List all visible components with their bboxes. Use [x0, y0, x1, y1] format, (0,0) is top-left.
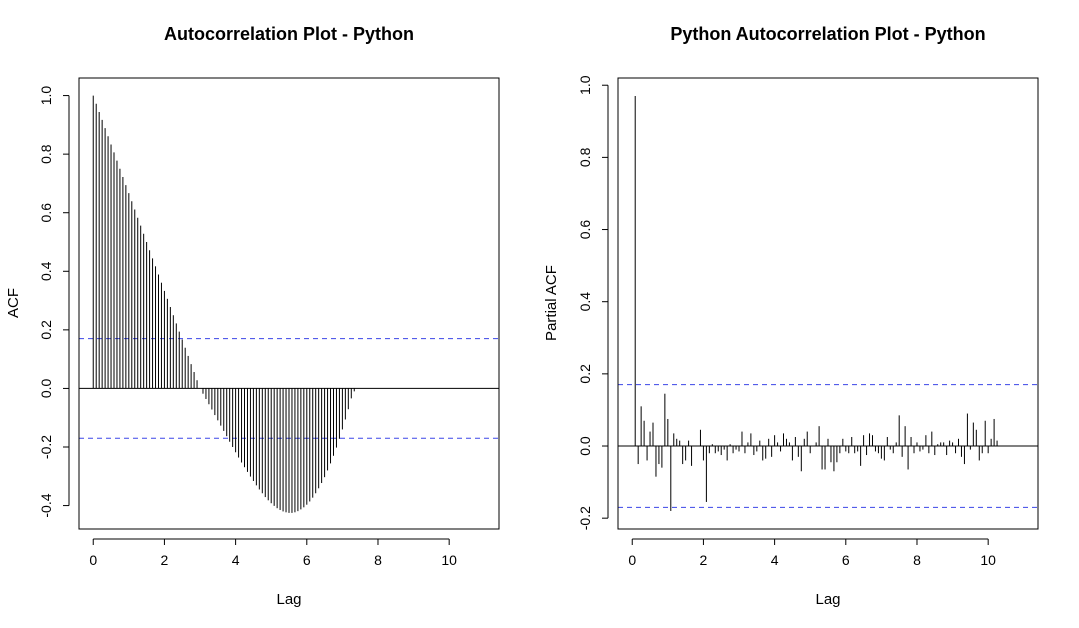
y-tick-label: -0.2: [577, 506, 593, 530]
x-tick-label: 4: [232, 552, 240, 568]
y-axis: -0.4 -0.2 0.0 0.2 0.4 0.6 0.8 1.0: [38, 86, 70, 518]
y-axis-label: Partial ACF: [543, 265, 560, 341]
plot-frame: [617, 77, 1039, 530]
y-tick-label: 1.0: [577, 75, 593, 95]
chart-title: Python Autocorrelation Plot - Python: [670, 24, 985, 44]
x-tick-label: 8: [374, 552, 382, 568]
acf-bars: [79, 95, 499, 513]
acf-panel: Autocorrelation Plot - Python Lag ACF 0 2…: [5, 24, 500, 608]
x-tick-label: 2: [700, 552, 708, 568]
x-tick-label: 2: [161, 552, 169, 568]
x-tick-label: 6: [842, 552, 850, 568]
y-tick-label: 0.2: [577, 364, 593, 384]
y-tick-label: 0.4: [577, 292, 593, 312]
x-tick-label: 8: [913, 552, 921, 568]
x-axis-label: Lag: [815, 591, 840, 608]
y-tick-label: 1.0: [38, 86, 54, 106]
y-tick-label: 0.8: [577, 147, 593, 167]
pacf-bars: [618, 96, 1038, 511]
pacf-panel: Python Autocorrelation Plot - Python Lag…: [543, 24, 1039, 608]
y-tick-label: 0.8: [38, 144, 54, 164]
x-axis: 0 2 4 6 8 10: [628, 538, 996, 568]
x-tick-label: 0: [89, 552, 97, 568]
y-axis-label: ACF: [5, 288, 22, 318]
y-tick-label: 0.4: [38, 261, 54, 281]
x-tick-label: 10: [980, 552, 996, 568]
y-tick-label: 0.6: [577, 220, 593, 240]
x-tick-label: 10: [441, 552, 457, 568]
y-tick-label: -0.4: [38, 493, 54, 517]
x-tick-label: 0: [628, 552, 636, 568]
y-tick-label: -0.2: [38, 435, 54, 459]
x-tick-label: 6: [303, 552, 311, 568]
x-tick-label: 4: [771, 552, 779, 568]
confidence-bounds: [618, 384, 1038, 508]
x-axis: 0 2 4 6 8 10: [89, 538, 457, 568]
y-tick-label: 0.0: [577, 436, 593, 456]
y-axis: -0.2 0.0 0.2 0.4 0.6 0.8 1.0: [577, 75, 609, 530]
chart-title: Autocorrelation Plot - Python: [164, 24, 414, 44]
x-axis-label: Lag: [276, 591, 301, 608]
y-tick-label: 0.6: [38, 203, 54, 223]
y-tick-label: 0.2: [38, 320, 54, 340]
y-tick-label: 0.0: [38, 378, 54, 398]
plot-frame: [78, 77, 500, 530]
